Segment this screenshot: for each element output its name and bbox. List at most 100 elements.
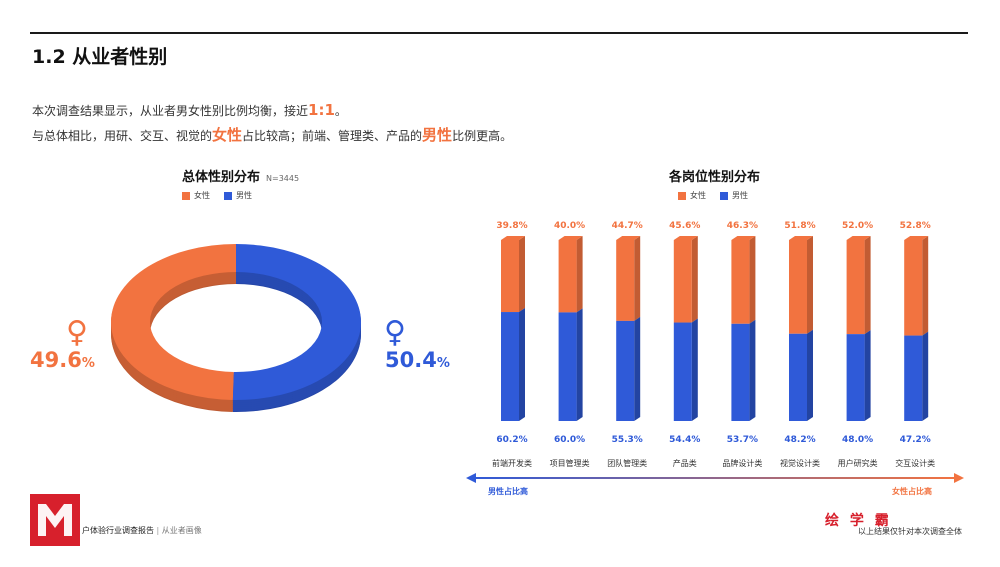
bar-male-label: 55.3% [612,435,643,445]
donut-male-value: 50.4% [385,348,450,372]
intro-female-highlight: 女性 [212,126,243,144]
bar-top-cap [846,236,871,240]
donut-chart [110,244,362,412]
bar-female [616,240,635,321]
bar-group: 51.8% 48.2% 视觉设计类 [780,221,820,468]
bar-female-label: 39.8% [496,221,527,231]
bar-female-side [691,236,698,323]
legend-swatch-male [224,191,232,200]
bar-male-side [807,329,813,421]
bar-female [731,240,750,324]
bar-legend-label-female: 女性 [690,191,706,200]
arrow-line [472,477,956,479]
bar-male-side [519,308,525,421]
bar-legend: 女性 男性 [678,190,756,201]
bar-top-cap [616,236,641,240]
bar-top-cap [789,236,813,240]
donut-chart-title: 总体性别分布 N=3445 [182,166,299,185]
bar-female-label: 52.8% [900,221,931,231]
legend-label-female: 女性 [194,191,210,200]
bar-female-side [922,236,929,336]
bar-male-label: 60.2% [496,435,527,445]
logo-mark-icon [38,504,72,536]
donut-n-label: N=3445 [266,174,300,183]
bar-female [501,240,519,313]
bar-group: 46.3% 53.7% 品牌设计类 [722,221,762,468]
arrow-head-right [954,473,964,483]
bar-female-side [749,236,756,324]
bar-legend-swatch-female [678,191,686,200]
footer-note: 以上结果仅针对本次调查全体 [858,527,962,536]
footer-brand-watermark: 绘 学 霸 [825,513,892,529]
bar-female-side [576,236,583,313]
donut-female-pct-sign: % [81,356,95,371]
footer-section-name: 从业者画像 [161,526,202,535]
intro-line-2: 与总体相比，用研、交互、视觉的女性占比较高；前端、管理类、产品的男性比例更高。 [32,123,512,148]
bar-male-label: 47.2% [900,435,931,445]
bar-female-label: 40.0% [554,221,585,231]
bar-category-label: 前端开发类 [492,458,532,468]
bar-male [731,323,750,421]
bar-female [673,240,692,323]
bar-male-side [691,318,698,421]
bar-category-label: 品牌设计类 [722,458,762,468]
bar-group: 52.0% 48.0% 用户研究类 [838,221,878,468]
bar-legend-item-male: 男性 [720,190,748,201]
bar-top-cap [673,236,698,240]
intro-text: 本次调查结果显示，从业者男女性别比例均衡，接近1:1。 与总体相比，用研、交互、… [32,98,512,148]
intro-line-1: 本次调查结果显示，从业者男女性别比例均衡，接近1:1。 [32,98,512,123]
bar-male [846,334,865,421]
donut-male-number: 50.4 [385,348,437,372]
bar-legend-swatch-male [720,191,728,200]
intro-line1-prefix: 本次调查结果显示，从业者男女性别比例均衡，接近 [32,104,309,118]
footer-separator: | [156,526,160,535]
bar-female-label: 44.7% [612,221,643,231]
bar-female [904,240,923,336]
bar-category-label: 产品类 [673,458,697,468]
bar-female-label: 46.3% [727,221,758,231]
gradient-arrow [466,473,964,483]
footer-report-name: 户体验行业调查报告 [82,526,154,535]
bar-category-label: 视觉设计类 [780,458,820,468]
bar-category-label: 项目管理类 [550,458,590,468]
bar-male-side [749,319,756,421]
bar-top-cap [731,236,756,240]
bar-female [846,240,865,335]
intro-line2-b: 占比较高；前端、管理类、产品的 [242,129,423,143]
donut-female-value: 49.6% [30,348,95,372]
intro-line2-c: 比例更高。 [452,129,513,143]
bar-group: 52.8% 47.2% 交互设计类 [895,221,935,468]
donut-male-pct-sign: % [436,356,450,371]
bar-male-label: 48.2% [784,435,815,445]
bar-legend-label-male: 男性 [732,191,748,200]
bar-top-cap [558,236,583,240]
bar-female-side [519,236,525,313]
legend-item-male: 男性 [224,190,252,201]
footer-report-info: 户体验行业调查报告 | 从业者画像 [82,525,202,536]
page-title: 1.2 从业者性别 [32,46,168,68]
bar-female-label: 51.8% [784,221,815,231]
bar-group: 39.8% 60.2% 前端开发类 [492,221,532,468]
bar-male [558,312,577,421]
donut-slice-female [110,244,236,400]
logo [30,494,80,546]
bar-male [904,335,923,421]
arrow-label-female-high: 女性占比高 [892,487,932,496]
bar-male-label: 48.0% [842,435,873,445]
bar-female-side [864,236,871,335]
female-symbol-icon: ♀ [66,315,88,350]
male-symbol-icon: ♀ [384,315,406,350]
bar-male-side [922,331,929,421]
bar-top-cap [904,236,929,240]
arrow-head-left [466,473,476,483]
bar-female [789,240,807,334]
donut-title-text: 总体性别分布 [182,170,261,185]
donut-female-number: 49.6 [30,348,82,372]
intro-line2-a: 与总体相比，用研、交互、视觉的 [32,129,213,143]
bar-male-side [864,330,871,421]
bar-category-label: 团队管理类 [607,458,647,468]
bar-group: 45.6% 54.4% 产品类 [669,221,700,468]
bar-group: 40.0% 60.0% 项目管理类 [550,221,590,468]
bar-female [558,240,577,313]
donut-legend: 女性 男性 [182,190,260,201]
